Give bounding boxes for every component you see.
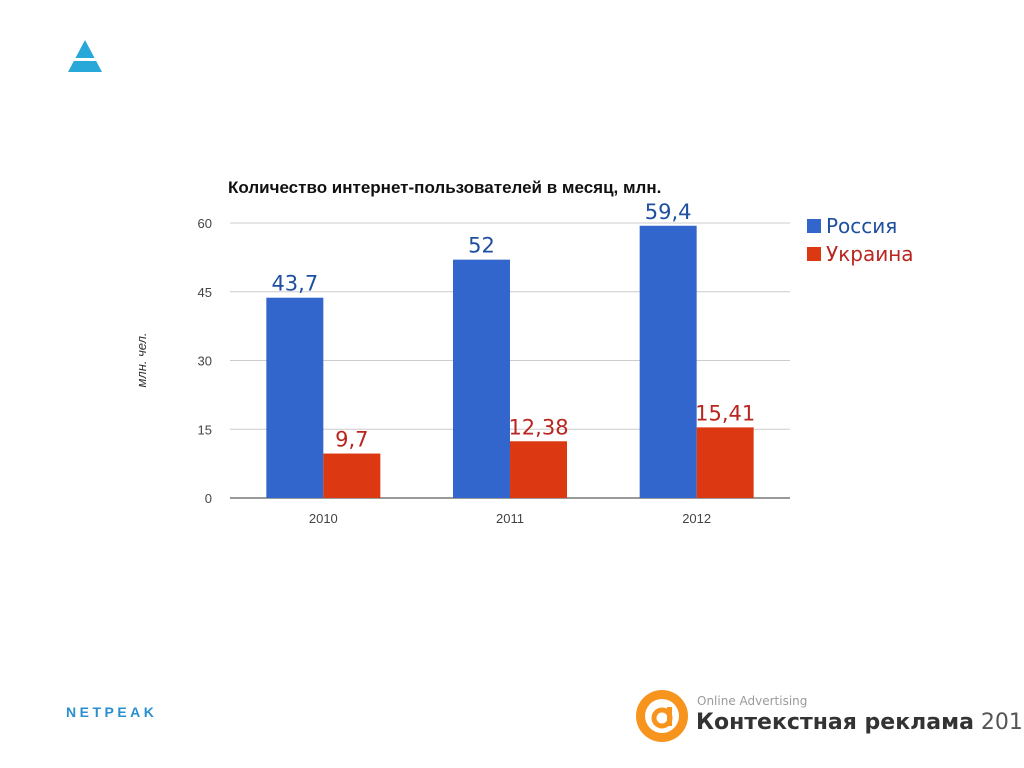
y-tick-label: 15: [198, 422, 212, 437]
y-tick-label: 60: [198, 216, 212, 231]
chart-title: Количество интернет-пользователей в меся…: [228, 178, 661, 197]
bar-2011-ukraine: [510, 441, 567, 498]
conference-name: Контекстная реклама: [696, 710, 974, 735]
y-axis-label: млн. чел.: [134, 332, 149, 387]
x-tick-label: 2011: [496, 511, 524, 526]
x-axis-ticks: 2010 2011 2012: [309, 511, 711, 526]
conference-subtitle: Online Advertising: [697, 694, 808, 708]
netpeak-logo: NETPEAK: [66, 704, 158, 720]
bar-2011-russia: [453, 259, 510, 498]
legend-label: Россия: [826, 214, 897, 238]
conference-year: 2013: [980, 710, 1024, 735]
bar-2010-russia: [266, 297, 324, 498]
chart-bars: 43,7 9,7 52 12,38 59,4 15,41: [266, 200, 755, 498]
chart-legend: Россия Украина: [807, 214, 914, 266]
bar-2010-ukraine: [323, 453, 381, 498]
data-label: 43,7: [271, 272, 318, 296]
legend-swatch: [807, 219, 821, 233]
bar-2012-ukraine: [696, 427, 754, 498]
data-label: 52: [468, 234, 495, 258]
x-tick-label: 2010: [309, 511, 338, 526]
y-axis-ticks: 0 15 30 45 60: [198, 216, 212, 506]
bar-2012-russia: [639, 225, 697, 498]
orange-circle-a-icon: [636, 690, 688, 742]
legend-label: Украина: [826, 242, 914, 266]
data-label: 9,7: [335, 428, 368, 452]
conference-title: Контекстная реклама 2013: [696, 710, 1024, 735]
data-label: 12,38: [508, 415, 568, 439]
legend-swatch: [807, 247, 821, 261]
x-tick-label: 2012: [682, 511, 711, 526]
y-tick-label: 45: [198, 285, 212, 300]
data-label: 15,41: [695, 401, 755, 425]
y-tick-label: 30: [198, 354, 212, 369]
triangle-logo-icon: [66, 40, 104, 72]
y-tick-label: 0: [205, 491, 212, 506]
data-label: 59,4: [645, 200, 692, 224]
